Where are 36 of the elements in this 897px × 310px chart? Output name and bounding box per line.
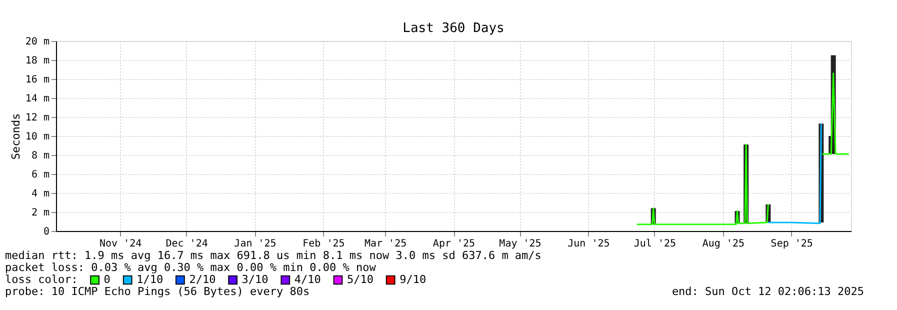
y-tick-label: 0 [43,226,50,238]
text: end: Sun Oct 12 02:06:13 2025 [672,285,864,298]
y-tick-label: 18 m [25,56,50,66]
text: median rtt: 1.9 ms avg 16.7 ms max 691.8 us min 8.1 ms now 3.0 ms sd 637.6 m am/s [5,249,542,262]
x-tick-label: Jan '25 [234,238,276,250]
legend-label: 4/10 [294,273,321,286]
legend-title: loss color: [5,273,78,286]
legend-label: 1/10 [136,273,164,286]
text: probe: 10 ICMP Echo Pings (56 Bytes) every 80s [5,285,310,298]
x-tick-label: May '25 [499,238,542,250]
x-tick-label: Dec '24 [166,238,208,250]
y-tick-label: 6 m [31,170,50,180]
y-tick-label: 16 m [25,74,50,86]
legend-label: 0 [104,273,110,286]
y-tick-label: 14 m [25,94,50,104]
y-tick-label: 10 m [25,132,50,142]
text: packet loss: 0.03 % avg 0.30 % max 0.00 % min 0.00 % now [5,261,376,274]
x-tick-label: Aug '25 [702,238,744,250]
legend-label: 9/10 [400,273,426,286]
x-tick-label: Feb '25 [302,238,345,250]
x-tick-label: Sep '25 [770,238,813,250]
x-tick-label: Jun '25 [568,238,610,250]
y-tick-label: 20 m [25,36,50,48]
y-axis-title: Seconds [9,113,22,160]
x-tick-label: Apr '25 [432,238,476,250]
legend-label: 5/10 [347,273,374,286]
x-tick-label: Nov '24 [99,238,142,250]
x-tick-label: Mar '25 [364,238,407,250]
y-tick-label: 4 m [31,188,50,200]
y-tick-label: 8 m [31,150,50,162]
x-tick-label: Jul '25 [634,238,676,250]
y-tick-label: 12 m [25,112,50,124]
legend-label: 2/10 [189,273,216,286]
y-tick-label: 2 m [31,208,50,218]
legend-label: 3/10 [242,273,268,286]
chart-title: Last 360 Days [402,21,504,36]
